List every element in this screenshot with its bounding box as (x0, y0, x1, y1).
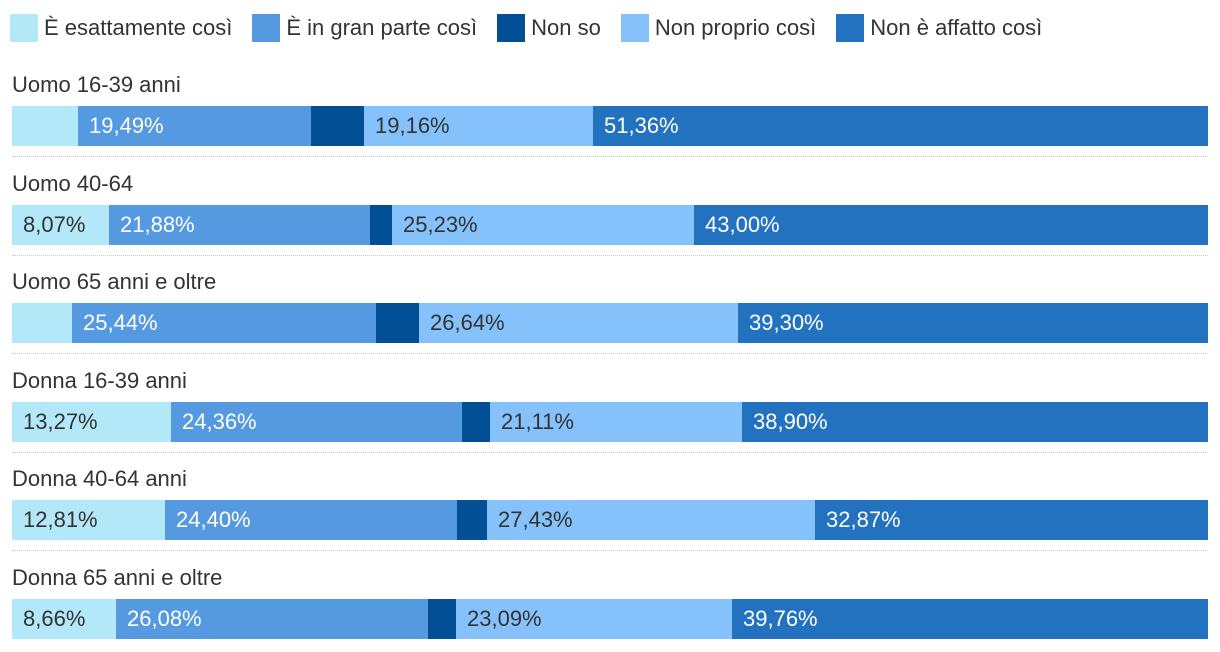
legend-item: Non proprio così (620, 14, 817, 42)
row-separator (12, 255, 1208, 256)
legend-swatch (497, 14, 526, 42)
bar-segment (78, 106, 311, 146)
bar-segment (428, 599, 456, 639)
bar-segment (12, 402, 171, 442)
bar-segment (12, 106, 78, 146)
category-label: Uomo 40-64 (12, 171, 134, 196)
bar-segment (364, 106, 593, 146)
legend-swatch (836, 14, 865, 42)
bar-segment (694, 205, 1208, 245)
bar-segment (419, 303, 738, 343)
category-label: Donna 16-39 anni (12, 368, 187, 393)
bar-segment (72, 303, 376, 343)
bar-segment (487, 500, 815, 540)
bar-segment (462, 402, 490, 442)
bar-segment (12, 500, 165, 540)
bar-segment (742, 402, 1208, 442)
bar-segment (732, 599, 1208, 639)
legend-label: Non so (531, 15, 601, 40)
bar-segment (12, 303, 72, 343)
stacked-bar: 8,66% 26,08% 23,09% 39,76% (12, 599, 1208, 639)
legend-swatch (620, 14, 649, 42)
legend-item: È esattamente così (10, 14, 232, 42)
category-label: Uomo 65 anni e oltre (12, 269, 217, 294)
bar-segment (456, 599, 732, 639)
bar-segment (593, 106, 1208, 146)
row-separator (12, 452, 1208, 453)
bar-segment (815, 500, 1208, 540)
bar-segment (490, 402, 742, 442)
stacked-bar: 19,49% 19,16% 51,36% (12, 106, 1208, 146)
stacked-bar: 13,27% 24,36% 21,11% 38,90% (12, 402, 1208, 442)
bar-segment (12, 599, 116, 639)
stacked-bar: 12,81% 24,40% 27,43% 32,87% (12, 500, 1208, 540)
row-separator (12, 550, 1208, 551)
bar-segment (171, 402, 462, 442)
bar-segment (165, 500, 457, 540)
bar-segment (116, 599, 428, 639)
category-label: Donna 65 anni e oltre (12, 565, 223, 590)
legend: È esattamente così È in gran parte così No… (10, 12, 1062, 44)
legend-label: Non è affatto così (870, 15, 1043, 40)
bar-segment (738, 303, 1208, 343)
stacked-bar: 25,44% 26,64% 39,30% (12, 303, 1208, 343)
row-separator (12, 353, 1208, 354)
legend-label: È in gran parte così (286, 15, 478, 40)
legend-swatch (10, 14, 38, 42)
category-label: Uomo 16-39 anni (12, 72, 181, 97)
category-label: Donna 40-64 anni (12, 466, 187, 491)
bar-segment (392, 205, 694, 245)
bar-segment (311, 106, 364, 146)
legend-label: È esattamente così (44, 15, 233, 40)
stacked-bar: 8,07% 21,88% 25,23% 43,00% (12, 205, 1208, 245)
bar-segment (12, 205, 109, 245)
bar-segment (370, 205, 392, 245)
row-separator (12, 156, 1208, 157)
legend-swatch (252, 14, 281, 42)
legend-item: È in gran parte così (252, 14, 477, 42)
legend-item: Non è affatto così (836, 14, 1042, 42)
bar-segment (376, 303, 419, 343)
legend-item: Non so (497, 14, 601, 42)
bar-segment (109, 205, 370, 245)
bar-segment (457, 500, 487, 540)
legend-label: Non proprio così (654, 15, 817, 40)
